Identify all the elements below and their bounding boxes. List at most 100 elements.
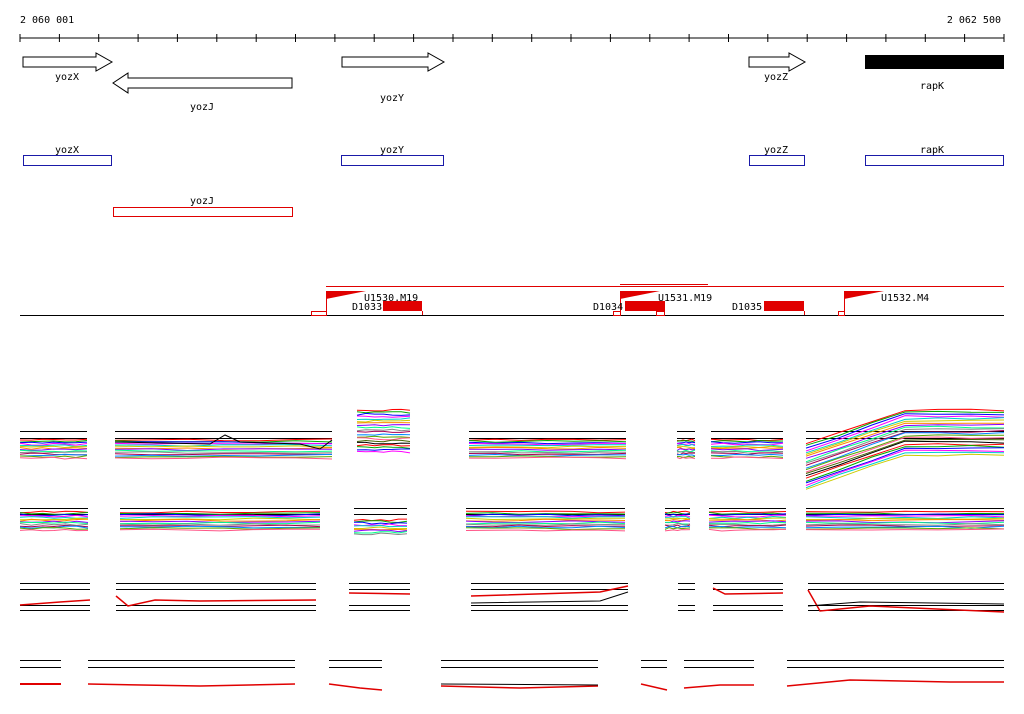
regulatory-up-label: U1532.M4 [881, 293, 929, 304]
gene-arrow-yozy[interactable]: yozY [341, 52, 446, 104]
profile-line [356, 437, 411, 441]
profile-line [19, 453, 87, 457]
profile-line [664, 514, 691, 518]
profile-line [805, 425, 1005, 463]
profile-line [468, 452, 627, 456]
profile-line [708, 520, 787, 523]
profile-line [119, 514, 321, 518]
profile-line [665, 521, 691, 525]
regulatory-feature-1[interactable]: U1530.M19 D1033 [311, 291, 423, 316]
cds-label: rapK [920, 145, 944, 156]
profile-line [119, 525, 321, 529]
regulatory-down-label: D1034 [593, 302, 623, 313]
profile-line [708, 511, 787, 515]
regulatory-up-label: U1531.M19 [658, 293, 712, 304]
profile-line [119, 528, 321, 532]
profile-line [676, 456, 696, 460]
profile-line [440, 685, 599, 689]
profile-line [114, 455, 333, 459]
gene-arrow-rapk[interactable]: rapK [865, 55, 1004, 92]
cds-box-yozy[interactable]: yozY [341, 145, 444, 166]
regulatory-feature-2[interactable]: U1531.M19 D1034 [593, 291, 712, 316]
ruler-ticks [19, 34, 1005, 42]
profile-line [468, 456, 627, 460]
profile-line [805, 434, 1005, 471]
profile-line [805, 528, 1005, 531]
profile-line [805, 516, 1005, 520]
cds-label: yozX [55, 145, 79, 156]
profile-line [676, 439, 696, 443]
profile-line [708, 515, 787, 519]
profile-line [712, 587, 784, 595]
expression-track-1 [19, 408, 1005, 490]
cds-label: yozZ [764, 145, 788, 156]
profile-line [356, 435, 411, 438]
profile-line [805, 432, 1005, 469]
profile-line [114, 445, 333, 448]
gene-arrow-yozx[interactable]: yozX [22, 52, 114, 83]
profile-line [676, 441, 696, 444]
profile-line [710, 448, 784, 452]
profile-line [805, 518, 1005, 522]
profile-line [805, 410, 1005, 446]
profile-line [19, 599, 91, 606]
cds-box-yozx[interactable]: yozX [23, 145, 112, 166]
profile-line [19, 528, 89, 532]
profile-line [353, 532, 408, 536]
profile-line [708, 525, 787, 529]
regulatory-feature-3[interactable]: U1532.M4 D1035 [732, 291, 929, 316]
profile-line [356, 419, 411, 423]
profile-line [119, 516, 321, 519]
profile-line [114, 448, 333, 452]
profile-line [805, 451, 1005, 489]
profile-line [356, 412, 411, 416]
profile-line [664, 527, 691, 530]
profile-line [786, 679, 1004, 687]
profile-line [710, 453, 784, 457]
profile-line [353, 529, 408, 533]
gene-arrow-label: yozJ [190, 102, 214, 113]
profile-line [356, 408, 411, 412]
profile-line [356, 428, 411, 432]
profile-line [676, 455, 696, 458]
profile-line [19, 523, 89, 526]
ruler-end-label: 2 062 500 [947, 15, 1001, 26]
profile-line [353, 518, 407, 522]
profile-line [19, 438, 88, 441]
profile-line [19, 451, 88, 454]
profile-line [708, 523, 787, 526]
profile-line [677, 445, 696, 449]
profile-line [708, 521, 787, 525]
regulatory-down-label: D1033 [352, 302, 382, 313]
profile-line [805, 510, 1005, 513]
profile-line [805, 436, 1005, 473]
profile-line [465, 527, 626, 531]
profile-line [469, 455, 627, 458]
coordinate-ruler: 2 060 001 2 062 500 [19, 15, 1005, 42]
profile-line [348, 592, 411, 595]
gene-arrow-yozj[interactable]: yozJ [112, 72, 293, 113]
profile-line [683, 684, 754, 689]
profile-line [19, 456, 88, 460]
profile-line [465, 529, 626, 532]
profile-line [465, 518, 626, 522]
profile-line [354, 526, 408, 530]
profile-line [708, 513, 787, 516]
cds-box-yozz[interactable]: yozZ [749, 145, 805, 166]
cds-box-yozj[interactable]: yozJ [113, 196, 293, 217]
cds-box-rapk[interactable]: rapK [865, 145, 1004, 166]
profile-line [354, 521, 408, 525]
profile-line [805, 527, 1005, 530]
profile-line [465, 523, 626, 526]
profile-line [710, 439, 784, 443]
profile-line [356, 446, 411, 449]
profile-line [676, 453, 696, 457]
profile-line [468, 451, 627, 454]
gene-arrow-yozz[interactable]: yozZ [748, 52, 807, 83]
profile-line [356, 439, 411, 443]
profile-line [710, 456, 784, 459]
profile-line [468, 442, 627, 446]
profile-line [465, 516, 625, 519]
profile-line [465, 521, 626, 525]
profile-line [664, 516, 691, 519]
